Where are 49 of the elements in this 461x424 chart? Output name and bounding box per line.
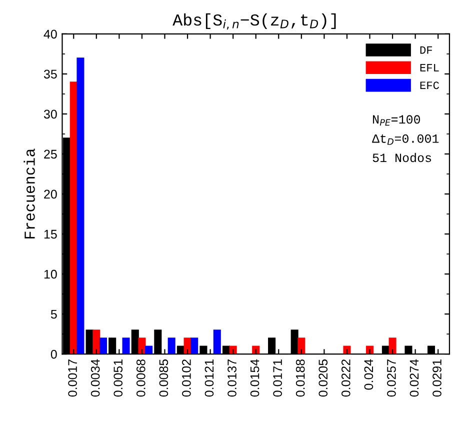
bar (252, 346, 260, 354)
x-tick-label: 0.0188 (296, 359, 305, 397)
legend-label: DF (420, 46, 432, 54)
bar (99, 338, 108, 354)
x-tick-label: 0.0102 (182, 360, 191, 397)
x-tick-label: 0.0137 (228, 360, 236, 397)
x-tick-label: 0.0034 (90, 359, 100, 397)
legend-label: EFL (420, 64, 439, 72)
x-tick-label: 0.0085 (159, 359, 168, 397)
x-tick-label: 0.0051 (114, 360, 123, 397)
bar (388, 338, 396, 354)
bar (76, 58, 84, 354)
x-tick-label: 0.0017 (68, 360, 77, 397)
y-tick-label: 10 (44, 270, 57, 279)
bar (190, 338, 198, 354)
y-axis-title: Frecuencia (24, 148, 35, 238)
x-tick-label: 0.0154 (250, 359, 260, 397)
x-tick-label: 0.024 (364, 359, 374, 390)
annotation: Δt$_{D}$=0.001 (372, 134, 439, 145)
bar (168, 338, 176, 354)
x-tick-label: 0.0068 (136, 359, 146, 397)
y-tick-label: 15 (44, 230, 57, 239)
y-tick-label: 5 (50, 310, 57, 319)
x-tick-label: 0.0274 (410, 359, 419, 397)
bar (92, 330, 100, 354)
bar (213, 330, 221, 354)
y-tick-label: 35 (44, 70, 57, 79)
y-tick-label: 20 (44, 190, 57, 199)
x-tick-label: 0.0291 (432, 360, 442, 397)
bar (122, 338, 130, 354)
y-tick-label: 40 (44, 30, 57, 39)
x-tick-label: 0.0205 (318, 359, 328, 397)
bar (343, 346, 351, 354)
legend-label: EFC (420, 82, 439, 90)
chart-title: Abs[S$_{i,n}$−S(z$_{D}$,t$_{D}$)] (172, 13, 336, 30)
y-tick-label: 25 (44, 150, 57, 159)
bar (138, 338, 146, 354)
bar (298, 338, 306, 354)
annotation: 51 Nodos (372, 152, 432, 162)
annotation: N$_{PE}$=100 (373, 115, 420, 126)
bar (145, 346, 153, 354)
y-tick-label: 0 (50, 350, 57, 359)
x-tick-label: 0.0222 (341, 360, 350, 397)
y-tick-label: 30 (44, 110, 57, 119)
bar (229, 346, 237, 354)
bar (70, 82, 78, 354)
x-tick-label: 0.0121 (204, 360, 214, 397)
x-tick-label: 0.0171 (273, 360, 282, 397)
x-tick-label: 0.0257 (387, 360, 396, 397)
